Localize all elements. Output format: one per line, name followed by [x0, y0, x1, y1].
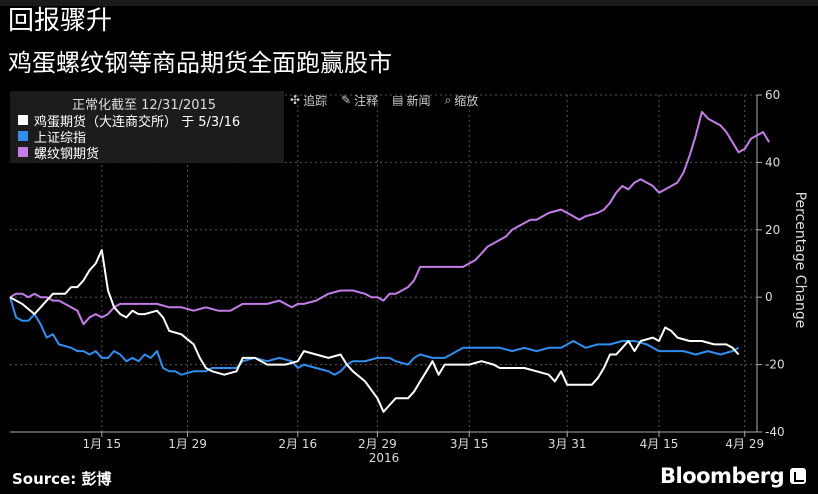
y-tick-label: 0 [765, 290, 773, 304]
track-tool-label: 追踪 [303, 93, 328, 108]
news-icon: ▤ [392, 93, 404, 107]
zoom-tool-label: 缩放 [454, 93, 479, 108]
news-tool-label: 新闻 [406, 93, 431, 108]
zoom-tool-button[interactable]: ⌕ 缩放 [445, 92, 479, 109]
chart-title: 回报骤升 [8, 6, 113, 36]
y-tick-label: -20 [765, 358, 785, 372]
bloomberg-chart-icon [790, 468, 807, 484]
zoom-icon: ⌕ [444, 92, 452, 107]
chart-series-lines [9, 110, 771, 413]
brand-name: Bloomberg [660, 464, 785, 488]
legend-swatch-egg [18, 115, 28, 125]
series-line-0 [9, 249, 740, 413]
chart-toolbar: ✣ 追踪 ✎ 注释 ▤ 新闻 ⌕ 缩放 [290, 91, 478, 109]
series-line-1 [9, 296, 740, 376]
annotate-tool-label: 注释 [354, 93, 379, 108]
y-tick-label: 60 [765, 88, 780, 102]
track-tool-button[interactable]: ✣ 追踪 [290, 92, 327, 109]
chart-subtitle: 鸡蛋螺纹钢等商品期货全面跑赢股市 [8, 49, 392, 77]
x-tick-label: 2月 16 [278, 437, 317, 451]
x-tick-label: 3月 15 [450, 437, 489, 451]
legend-swatch-rebar [18, 147, 28, 157]
series-line-2 [9, 110, 771, 326]
legend-item-rebar-futures[interactable]: 螺纹钢期货 [18, 144, 100, 162]
x-tick-label: 2月 29 [358, 437, 397, 451]
x-tick-label: 1月 29 [168, 437, 207, 451]
annotate-tool-button[interactable]: ✎ 注释 [341, 92, 378, 109]
source-note: Source: 彭博 [12, 470, 112, 488]
legend-normalization-note: 正常化截至 12/31/2015 [72, 98, 217, 113]
chart-legend: 正常化截至 12/31/2015 鸡蛋期货（大连商交所） 于 5/3/16 上证… [10, 91, 284, 163]
y-axis-label: Percentage Change [792, 192, 808, 329]
chart-axes: -40 -20 0 20 40 60 1月 15 1月 29 2月 16 2月 29 3月 15 3月… [10, 88, 785, 451]
bloomberg-logo: Bloomberg [660, 464, 807, 488]
y-tick-label: 40 [765, 155, 780, 169]
y-tick-label: 20 [765, 223, 780, 237]
news-tool-button[interactable]: ▤ 新闻 [392, 92, 430, 109]
x-axis-year-label: 2016 [369, 451, 400, 465]
legend-label-rebar: 螺纹钢期货 [34, 146, 100, 162]
legend-item-egg-futures[interactable]: 鸡蛋期货（大连商交所） 于 5/3/16 [18, 112, 241, 130]
legend-item-shanghai-composite[interactable]: 上证综指 [18, 128, 87, 146]
legend-label-shanghai: 上证综指 [34, 130, 87, 146]
x-tick-label: 4月 15 [640, 437, 679, 451]
x-tick-label: 1月 15 [82, 437, 121, 451]
legend-label-egg: 鸡蛋期货（大连商交所） 于 5/3/16 [34, 114, 241, 130]
window-toolbar-strip [0, 0, 818, 6]
x-tick-label: 4月 29 [725, 437, 764, 451]
pencil-icon: ✎ [341, 93, 352, 107]
x-tick-label: 3月 31 [548, 437, 587, 451]
y-tick-label: -40 [765, 425, 785, 439]
crosshair-icon: ✣ [290, 93, 301, 107]
legend-swatch-shanghai [18, 131, 28, 141]
